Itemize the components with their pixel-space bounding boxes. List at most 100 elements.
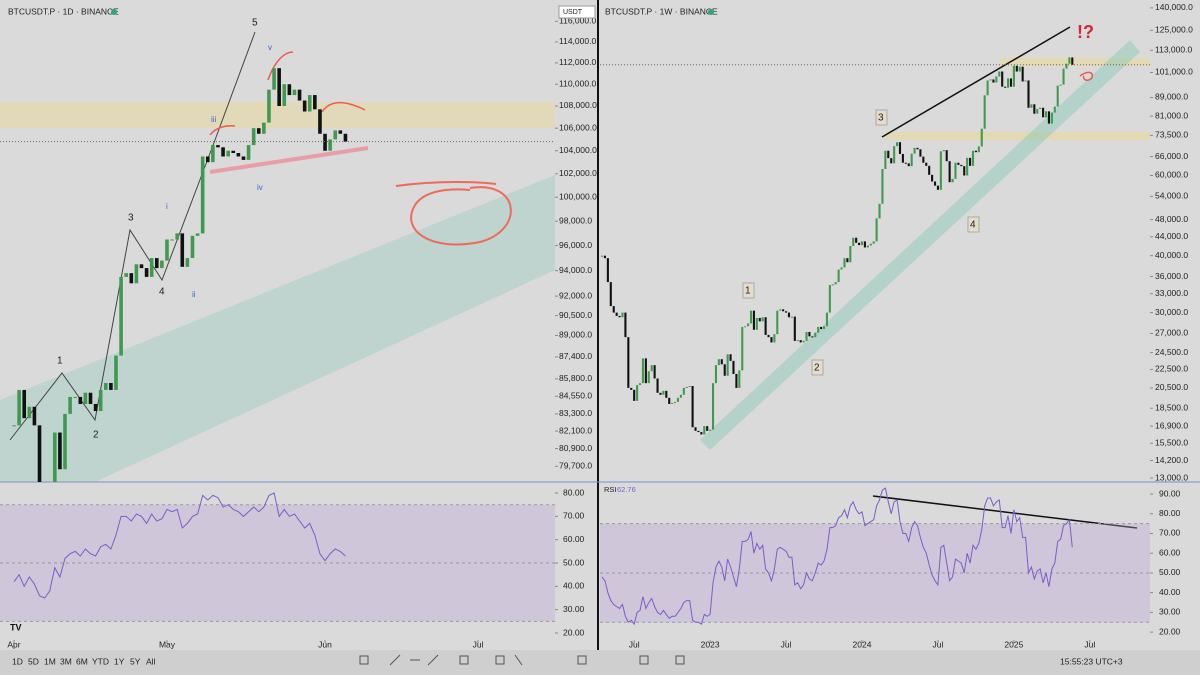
- rsi-band: [600, 523, 1150, 623]
- candle: [144, 268, 149, 277]
- range-button[interactable]: YTD: [92, 656, 109, 666]
- candle: [966, 157, 969, 176]
- candle: [615, 312, 618, 316]
- candle: [875, 218, 878, 242]
- tool-icon[interactable]: [427, 654, 439, 666]
- y-tick-label: 16,900.0: [1155, 420, 1188, 430]
- tool-icon[interactable]: [514, 654, 523, 666]
- status-dot: [708, 9, 714, 15]
- candle: [609, 282, 612, 307]
- range-button[interactable]: 5Y: [130, 656, 141, 666]
- candle: [691, 385, 694, 428]
- candle: [149, 258, 154, 277]
- rsi-tick-label: 80.00: [1159, 508, 1181, 518]
- candle: [73, 396, 78, 398]
- candle: [872, 241, 875, 244]
- candle: [884, 150, 887, 170]
- y-tick-label: 82,100.0: [559, 425, 592, 435]
- candle: [697, 430, 700, 433]
- candle: [328, 139, 332, 151]
- tool-icon[interactable]: [675, 655, 685, 665]
- range-button[interactable]: 1M: [44, 656, 56, 666]
- tool-icon[interactable]: [359, 655, 369, 665]
- candle: [83, 392, 88, 404]
- tool-icon[interactable]: [389, 654, 401, 666]
- y-tick-label: 106,000.0: [559, 122, 597, 132]
- candle: [160, 260, 164, 269]
- wave-label: 3: [128, 213, 134, 224]
- candle: [638, 383, 642, 386]
- candle: [32, 406, 37, 426]
- candle: [12, 425, 16, 427]
- candle: [1044, 111, 1048, 118]
- rsi-plot: [600, 487, 1150, 626]
- candle: [37, 425, 42, 482]
- candle: [134, 264, 139, 284]
- wave-label: ii: [192, 290, 196, 299]
- drawing-tools[interactable]: [359, 654, 685, 666]
- candle: [1015, 65, 1018, 72]
- tool-icon[interactable]: [577, 655, 587, 665]
- candle: [796, 340, 799, 342]
- wave-label: iii: [211, 115, 217, 124]
- y-tick-label: 98,000.0: [559, 215, 592, 225]
- candle: [948, 161, 951, 183]
- candle: [805, 331, 808, 341]
- candle: [53, 432, 57, 482]
- candle: [231, 150, 236, 154]
- scribble: [1079, 71, 1094, 81]
- candle: [925, 162, 928, 166]
- candle: [887, 150, 890, 159]
- candle: [221, 147, 225, 157]
- y-tick-label: 81,000.0: [1155, 110, 1188, 120]
- rsi-name: RSI: [604, 485, 617, 494]
- currency[interactable]: USDT: [563, 9, 583, 16]
- range-button[interactable]: 1D: [12, 656, 23, 666]
- range-button[interactable]: 6M: [76, 656, 88, 666]
- candle: [307, 95, 312, 112]
- wave-label: iv: [257, 183, 263, 192]
- label-box: [742, 282, 755, 299]
- candle: [732, 360, 735, 374]
- candle: [1012, 65, 1015, 87]
- rsi-tick-label: 20.00: [1159, 626, 1181, 636]
- candle: [787, 312, 791, 318]
- rsi-tick-label: 40.00: [1159, 587, 1181, 597]
- candle: [612, 306, 615, 313]
- y-tick-label: 102,000.0: [559, 168, 597, 178]
- candle: [58, 432, 62, 470]
- y-tick-label: 116,000.0: [559, 16, 596, 26]
- range-button[interactable]: 1Y: [114, 656, 125, 666]
- y-tick-label: 15,500.0: [1155, 437, 1188, 447]
- y-tick-label: 92,000.0: [559, 290, 592, 300]
- tool-icon[interactable]: [639, 655, 649, 665]
- range-button[interactable]: 5D: [28, 656, 39, 666]
- x-tick-label: Jul: [1084, 639, 1095, 649]
- candle: [1059, 84, 1062, 86]
- range-button[interactable]: 3M: [60, 656, 72, 666]
- candle: [814, 332, 817, 338]
- candle: [246, 145, 251, 160]
- candle: [688, 385, 691, 387]
- candle: [251, 128, 256, 146]
- label-box: [875, 109, 888, 126]
- candle: [799, 340, 802, 343]
- candle: [843, 258, 846, 268]
- range-button[interactable]: All: [146, 656, 156, 666]
- candle: [776, 310, 779, 335]
- y-tick-label: 30,000.0: [1155, 307, 1188, 317]
- candle: [878, 203, 881, 219]
- y-tick-label: 101,000.0: [1155, 67, 1193, 77]
- candle: [852, 237, 855, 247]
- tool-icon[interactable]: [459, 655, 469, 665]
- y-tick-label: 89,000.0: [559, 330, 592, 340]
- candle: [896, 142, 899, 147]
- currency-box[interactable]: [558, 5, 596, 19]
- wave-label: 4: [159, 287, 165, 298]
- candle: [659, 392, 662, 395]
- y-tick-label: 40,000.0: [1155, 250, 1188, 260]
- candle: [869, 243, 872, 246]
- tool-icon[interactable]: [495, 655, 505, 665]
- candle: [1036, 108, 1039, 114]
- y-tick-label: 90,500.0: [559, 310, 592, 320]
